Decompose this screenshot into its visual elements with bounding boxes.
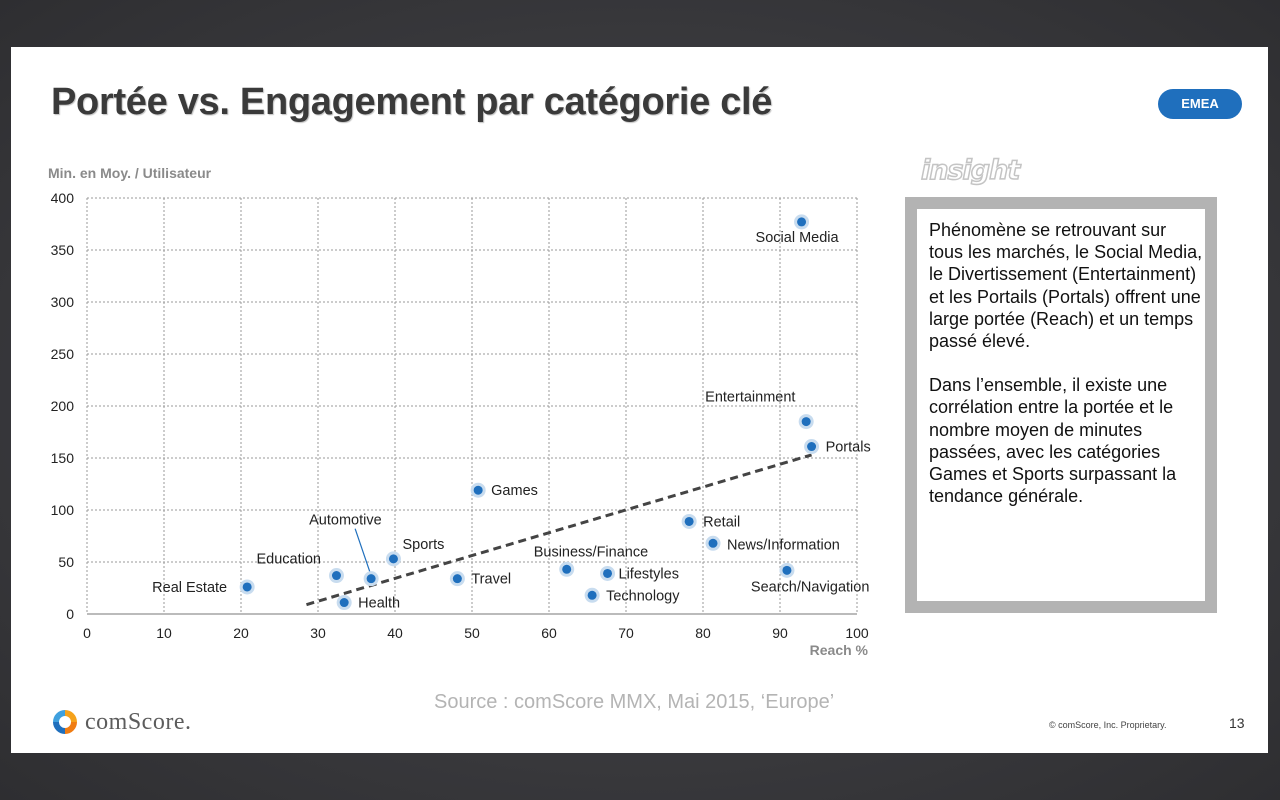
x-tick-label: 100	[845, 625, 869, 641]
x-tick-label: 30	[310, 625, 326, 641]
point-label: Entertainment	[705, 390, 795, 406]
point-label: Technology	[606, 588, 680, 604]
data-point	[807, 442, 817, 452]
trend-layer	[306, 453, 812, 607]
comscore-logo-text: comScore.	[85, 709, 192, 735]
point-label: Games	[491, 483, 538, 499]
slide: Portée vs. Engagement par catégorie clé …	[11, 47, 1268, 753]
point-label: Search/Navigation	[751, 579, 870, 595]
data-point	[242, 582, 252, 592]
comscore-logo-icon	[53, 710, 77, 734]
point-label: Health	[358, 596, 400, 612]
data-point	[331, 571, 341, 581]
region-badge: EMEA	[1158, 89, 1242, 119]
y-tick-label: 100	[51, 502, 75, 518]
slide-title: Portée vs. Engagement par catégorie clé	[51, 81, 773, 123]
x-tick-label: 50	[464, 625, 480, 641]
insight-heading: insight	[920, 154, 1021, 187]
source-note: Source : comScore MMX, Mai 2015, ‘Europe…	[434, 691, 835, 713]
y-tick-label: 300	[51, 294, 75, 310]
insight-paragraph-1: Phénomène se retrouvant sur tous les mar…	[929, 220, 1203, 352]
data-point	[562, 564, 572, 574]
data-point	[782, 565, 792, 575]
point-label: News/Information	[727, 537, 840, 553]
labels-layer: Social Media Entertainment Portals Games Ret…	[152, 230, 871, 612]
x-tick-label: 10	[156, 625, 172, 641]
insight-text: Phénomène se retrouvant sur tous les mar…	[929, 219, 1205, 529]
data-point	[366, 574, 376, 584]
data-point	[452, 574, 462, 584]
insight-box: Phénomène se retrouvant sur tous les mar…	[905, 197, 1217, 613]
x-tick-label: 80	[695, 625, 711, 641]
x-tick-label: 60	[541, 625, 557, 641]
automotive-leader-line	[354, 528, 371, 573]
data-point	[339, 598, 349, 608]
y-tick-label: 250	[51, 346, 75, 362]
page-number: 13	[1229, 715, 1245, 731]
data-point	[708, 538, 718, 548]
data-point	[684, 516, 694, 526]
y-tick-label: 150	[51, 450, 75, 466]
x-tick-label: 20	[233, 625, 249, 641]
leader-layer	[354, 528, 371, 573]
x-axis-title: Reach %	[810, 642, 869, 658]
y-tick-label: 0	[66, 606, 74, 622]
point-label: Real Estate	[152, 580, 227, 596]
data-point	[603, 568, 613, 578]
data-point	[587, 590, 597, 600]
x-tick-label: 70	[618, 625, 634, 641]
insight-paragraph-2: Dans l’ensemble, il existe une corrélati…	[929, 375, 1177, 507]
data-point	[473, 485, 483, 495]
y-tick-label: 350	[51, 242, 75, 258]
y-axis-title: Min. en Moy. / Utilisateur	[48, 165, 212, 181]
point-label: Social Media	[756, 230, 840, 246]
copyright-note: © comScore, Inc. Proprietary.	[1049, 720, 1167, 730]
x-tick-label: 90	[772, 625, 788, 641]
x-tick-label: 40	[387, 625, 403, 641]
y-tick-label: 50	[58, 554, 74, 570]
data-point	[388, 554, 398, 564]
y-tick-label: 200	[51, 398, 75, 414]
data-point	[801, 417, 811, 427]
trend-line	[306, 453, 812, 607]
points-layer	[239, 214, 820, 611]
x-tick-label: 0	[83, 625, 91, 641]
y-tick-label: 400	[51, 190, 75, 206]
point-label: Portals	[826, 440, 871, 456]
point-label: Lifestyles	[619, 566, 679, 582]
point-label: Automotive	[309, 513, 382, 529]
data-point	[797, 217, 807, 227]
chart-axes: 0 10 20 30 40 50 60 70 80 90 100 0 50 100 150 200 250 300…	[48, 165, 869, 658]
point-label: Travel	[471, 572, 511, 588]
comscore-logo: comScore.	[51, 708, 221, 736]
point-label: Education	[256, 552, 321, 568]
point-label: Business/Finance	[534, 544, 648, 560]
point-label: Retail	[703, 514, 740, 530]
point-label: Sports	[402, 537, 444, 553]
scatter-chart: 0 10 20 30 40 50 60 70 80 90 100 0 50 100 150 200 250 300…	[48, 165, 871, 658]
